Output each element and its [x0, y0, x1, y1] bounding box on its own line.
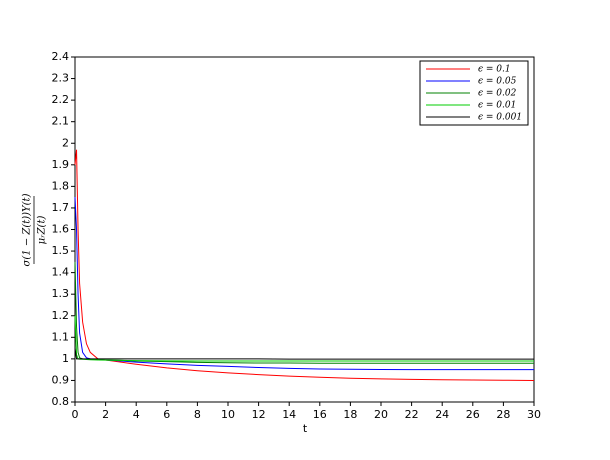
y-tick-label: 1.1 [52, 330, 70, 343]
x-tick-label: 20 [374, 408, 388, 421]
y-tick-label: 1.4 [52, 266, 70, 279]
x-tick-label: 28 [496, 408, 510, 421]
y-axis-label: σ(1 − Z(t))Y(t) μᵣZ(t) [22, 193, 48, 266]
y-tick-label: 1.3 [52, 287, 70, 300]
y-tick-label: 0.8 [52, 395, 70, 408]
series-line [74, 149, 535, 381]
y-tick-label: 1.9 [52, 158, 70, 171]
y-tick-label: 2.2 [52, 93, 70, 106]
series-line [74, 197, 534, 371]
x-tick-label: 2 [102, 408, 109, 421]
legend-label: ϵ = 0.05 [478, 77, 517, 87]
y-label-denominator: μᵣZ(t) [37, 216, 48, 245]
y-label-numerator: σ(1 − Z(t))Y(t) [22, 193, 33, 266]
x-tick-label: 30 [527, 408, 541, 421]
y-tick-label: 1.2 [52, 309, 70, 322]
x-tick-label: 4 [133, 408, 140, 421]
y-tick-label: 1.5 [52, 244, 70, 257]
y-tick-label: 0.9 [52, 373, 70, 386]
x-tick-label: 14 [282, 408, 296, 421]
x-axis-label: t [303, 422, 308, 435]
x-tick-label: 8 [194, 408, 201, 421]
legend-label: ϵ = 0.1 [478, 65, 511, 75]
x-tick-label: 6 [163, 408, 170, 421]
x-tick-label: 22 [405, 408, 419, 421]
y-tick-label: 2.1 [52, 115, 70, 128]
x-tick-label: 0 [72, 408, 79, 421]
y-tick-label: 2.3 [52, 72, 70, 85]
x-tick-label: 24 [435, 408, 449, 421]
legend-label: ϵ = 0.001 [478, 113, 522, 123]
y-tick-label: 2 [62, 136, 69, 149]
x-tick-label: 26 [466, 408, 480, 421]
y-tick-label: 1.6 [52, 223, 70, 236]
y-tick-label: 1.8 [52, 179, 70, 192]
y-tick-label: 1 [62, 352, 69, 365]
x-tick-label: 18 [343, 408, 357, 421]
legend-label: ϵ = 0.01 [478, 101, 516, 111]
legend-label: ϵ = 0.02 [478, 89, 517, 99]
series-line [74, 348, 534, 360]
x-tick-label: 10 [221, 408, 235, 421]
x-tick-label: 12 [252, 408, 266, 421]
y-tick-label: 2.4 [52, 50, 70, 63]
y-tick-label: 1.7 [52, 201, 70, 214]
x-tick-label: 16 [313, 408, 327, 421]
legend: ϵ = 0.1 ϵ = 0.05 ϵ = 0.02 ϵ = 0.01 ϵ = 0.001 [419, 60, 529, 126]
